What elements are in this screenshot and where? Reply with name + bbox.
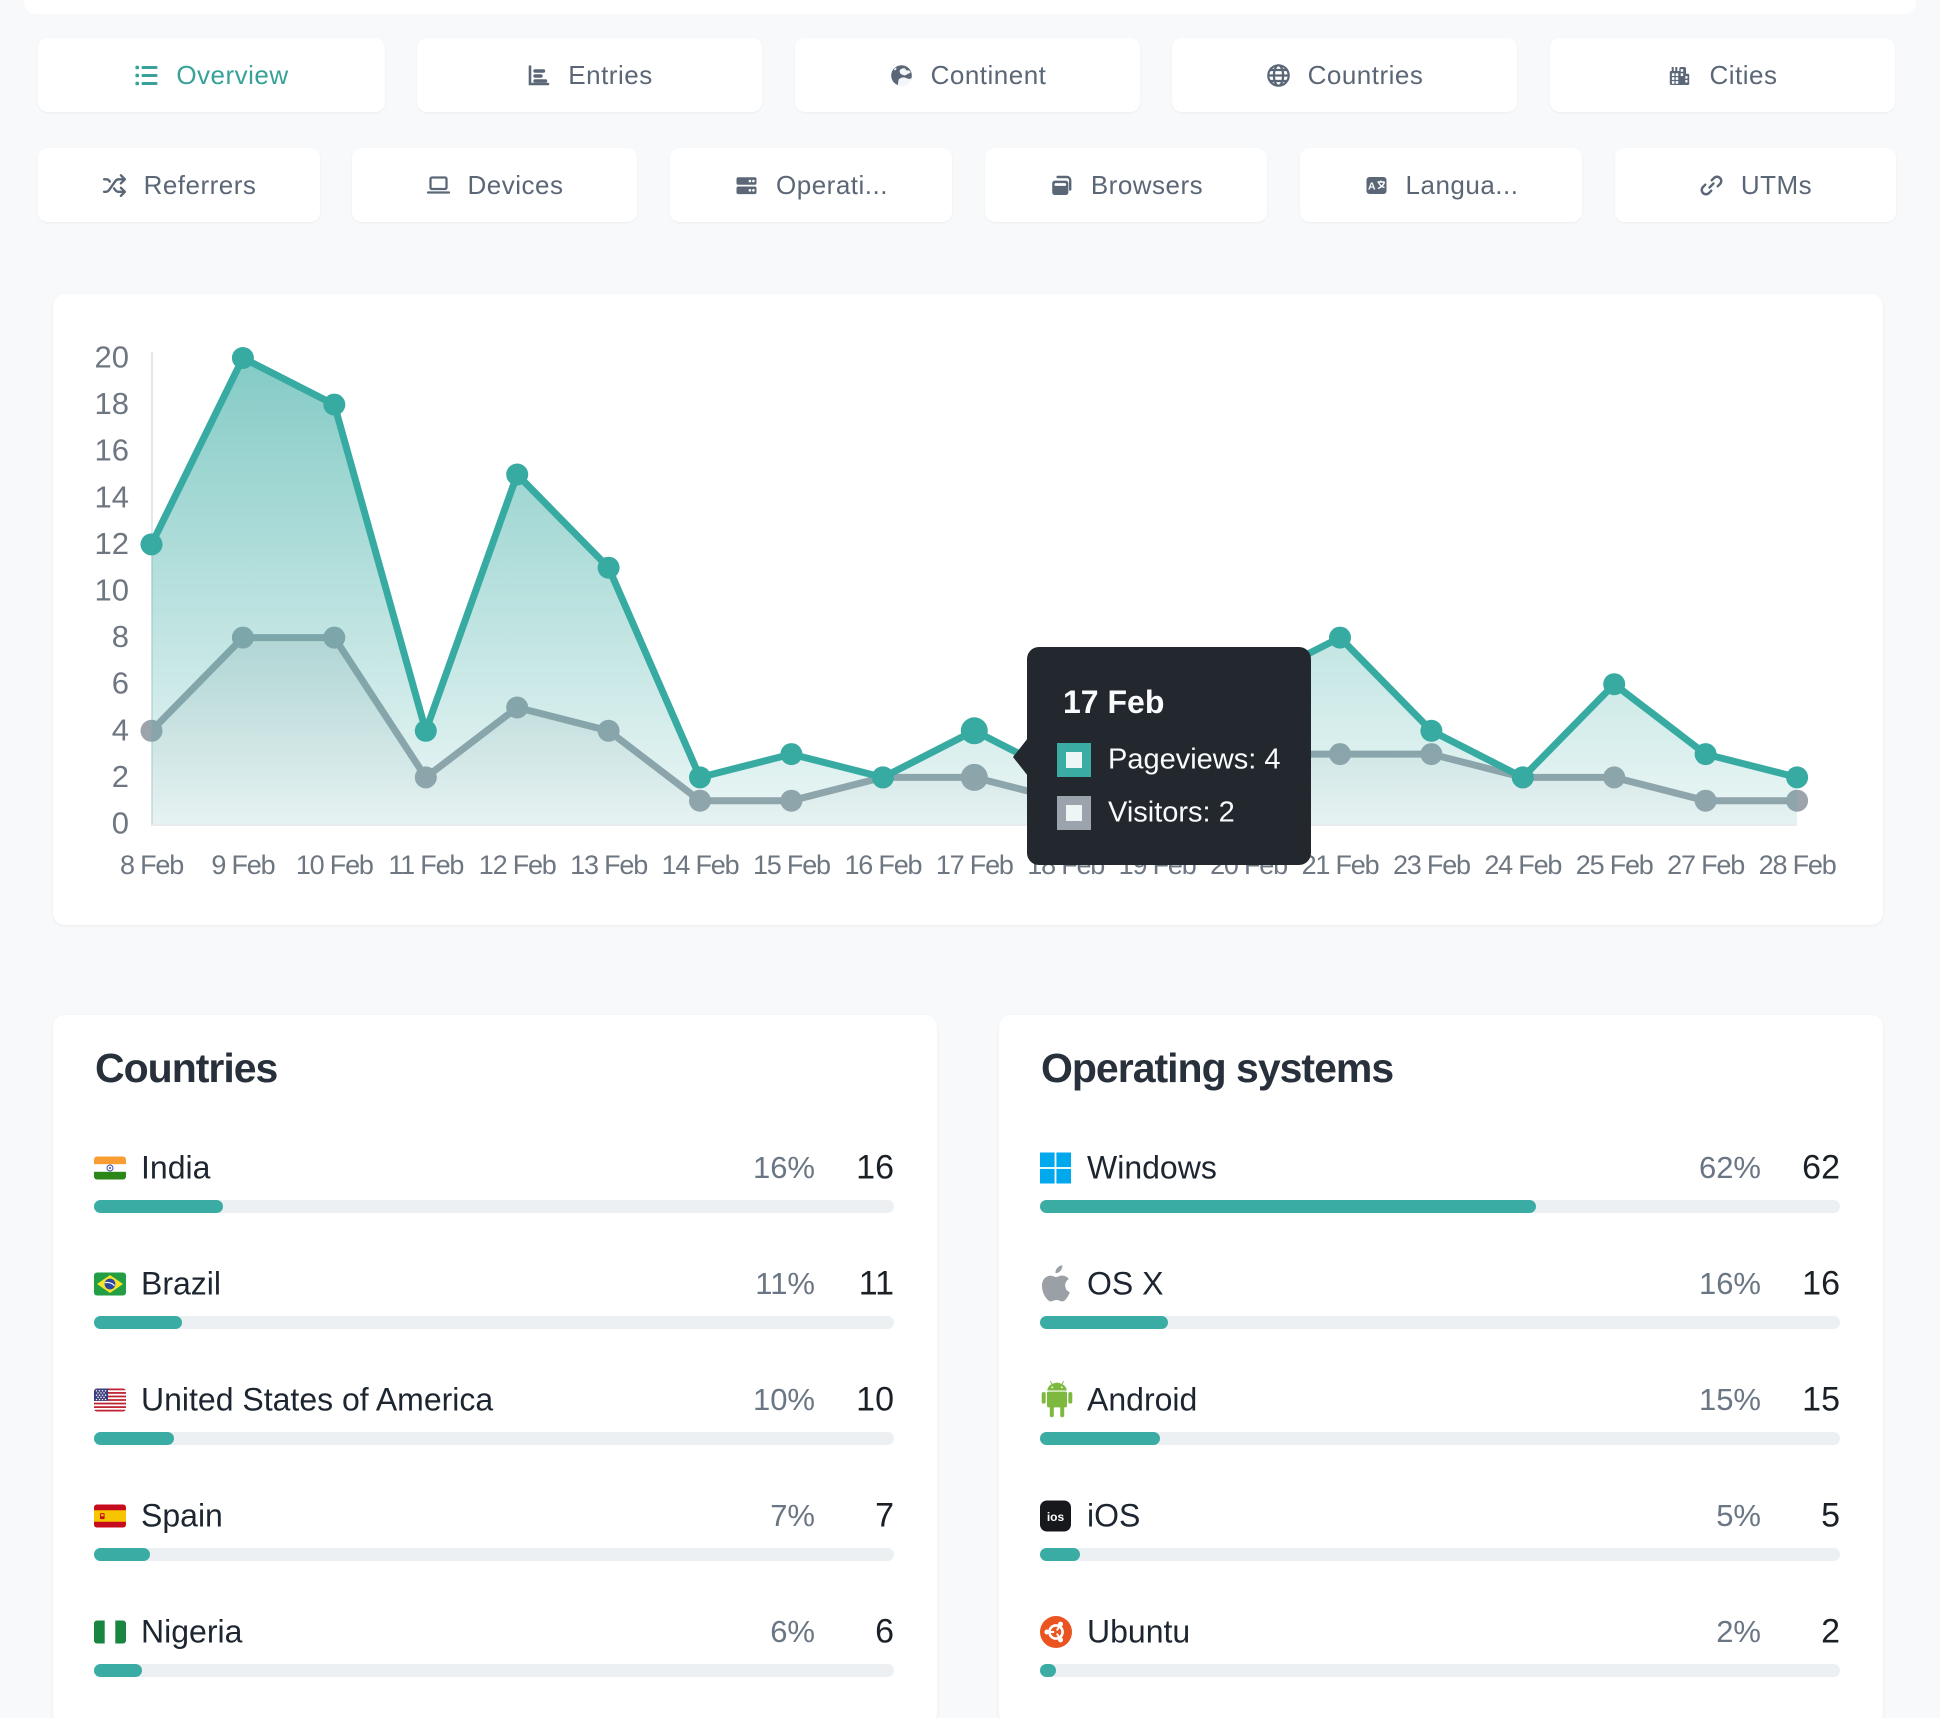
- svg-text:16 Feb: 16 Feb: [844, 850, 921, 880]
- svg-text:25 Feb: 25 Feb: [1576, 850, 1653, 880]
- svg-text:10: 10: [95, 573, 129, 608]
- svg-text:8 Feb: 8 Feb: [120, 850, 183, 880]
- svg-text:ios: ios: [1047, 1510, 1065, 1524]
- svg-text:14 Feb: 14 Feb: [662, 850, 739, 880]
- svg-text:8: 8: [112, 619, 129, 654]
- svg-text:17 Feb: 17 Feb: [936, 850, 1013, 880]
- svg-text:12 Feb: 12 Feb: [479, 850, 556, 880]
- svg-text:9 Feb: 9 Feb: [211, 850, 274, 880]
- svg-text:12: 12: [95, 526, 129, 561]
- svg-text:23 Feb: 23 Feb: [1393, 850, 1470, 880]
- svg-text:20: 20: [95, 340, 129, 375]
- svg-text:10 Feb: 10 Feb: [296, 850, 373, 880]
- svg-text:4: 4: [112, 712, 129, 747]
- svg-text:6: 6: [112, 666, 129, 701]
- svg-text:A: A: [1367, 180, 1375, 192]
- svg-text:2: 2: [112, 759, 129, 794]
- svg-text:13 Feb: 13 Feb: [570, 850, 647, 880]
- svg-text:0: 0: [112, 806, 129, 841]
- svg-text:21 Feb: 21 Feb: [1302, 850, 1379, 880]
- svg-text:28 Feb: 28 Feb: [1759, 850, 1836, 880]
- svg-text:15 Feb: 15 Feb: [753, 850, 830, 880]
- svg-text:27 Feb: 27 Feb: [1667, 850, 1744, 880]
- svg-text:16: 16: [95, 433, 129, 468]
- svg-text:24 Feb: 24 Feb: [1484, 850, 1561, 880]
- svg-text:11 Feb: 11 Feb: [388, 850, 463, 880]
- svg-text:18: 18: [95, 386, 129, 421]
- svg-text:14: 14: [95, 479, 129, 514]
